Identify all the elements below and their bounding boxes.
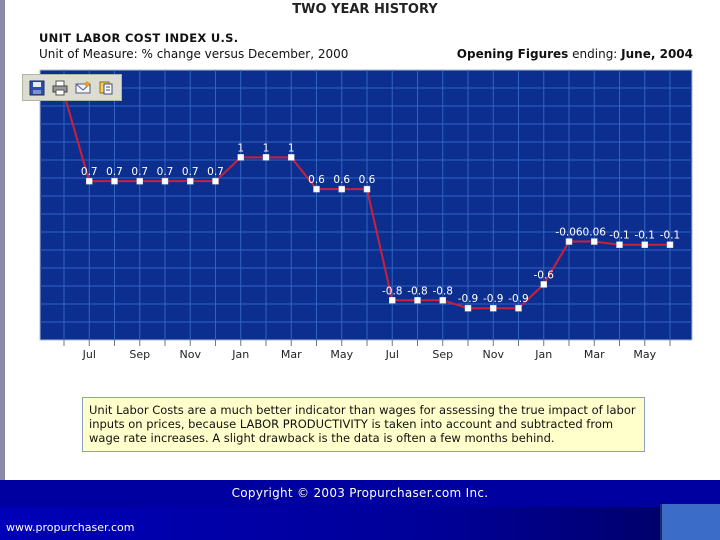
series-name: UNIT LABOR COST INDEX U.S. [39, 31, 239, 45]
opening-figures-date: June, 2004 [621, 47, 693, 61]
data-point [288, 154, 295, 161]
data-point [540, 281, 547, 288]
x-tick-label: Jan [231, 348, 249, 361]
plot-area [39, 69, 693, 341]
x-tick-label: Nov [180, 348, 202, 361]
data-label: -0.1 [660, 230, 681, 242]
chart-grid [40, 70, 692, 340]
x-tick-label: Sep [432, 348, 453, 361]
window-left-edge [0, 0, 5, 480]
data-point [313, 185, 320, 193]
x-tick-label: Mar [584, 348, 605, 361]
data-point [616, 241, 623, 248]
email-icon[interactable] [73, 78, 93, 98]
x-tick-label: Nov [483, 348, 505, 361]
opening-figures: Opening Figures ending: June, 2004 [440, 47, 693, 61]
data-label: 1 [288, 142, 295, 154]
save-icon[interactable] [27, 78, 47, 98]
x-tick-label: Sep [129, 348, 150, 361]
data-point [490, 304, 497, 312]
unit-of-measure: Unit of Measure: % change versus Decembe… [39, 47, 349, 61]
print-icon[interactable] [50, 78, 70, 98]
chart-series: 0.7 0.7 0.7 0.7 0.7 0.7 1 1 1 0.6 0.6 0.6 -0.8 -0.8 -0… [60, 90, 681, 312]
x-axis: Jul Sep Nov Jan Mar May Jul Sep Nov Jan Mar May [63, 340, 671, 361]
x-tick-label: May [633, 348, 656, 361]
data-label: 1 [263, 142, 270, 154]
data-label: -0.8 [382, 285, 403, 297]
data-point [111, 177, 118, 185]
data-label: 1 [237, 142, 244, 154]
data-point [187, 177, 194, 185]
data-label: -0.1 [609, 230, 630, 242]
data-label: 0.7 [131, 166, 148, 178]
data-label: 0.7 [157, 166, 174, 178]
data-point [161, 177, 169, 185]
corner-block [660, 504, 720, 540]
data-point [389, 297, 396, 304]
data-label: 0.7 [207, 166, 224, 178]
data-label: -0.8 [407, 285, 428, 297]
data-point [666, 241, 674, 248]
data-point [641, 241, 648, 248]
site-url-link[interactable]: www.propurchaser.com [6, 521, 135, 534]
data-point [212, 177, 219, 185]
data-point [565, 238, 573, 245]
data-label: 0.6 [333, 174, 350, 186]
data-point [591, 238, 598, 245]
x-tick-label: Jan [534, 348, 552, 361]
data-label: -0.9 [483, 293, 504, 305]
line-chart: Jul Sep Nov Jan Mar May Jul Sep Nov Jan Mar May 0.7… [39, 69, 693, 361]
data-label: -0.6 [534, 269, 555, 281]
data-point [338, 185, 345, 193]
data-point [237, 154, 244, 161]
data-point [136, 177, 143, 185]
footer-bottom-bar [0, 507, 720, 540]
opening-figures-label: Opening Figures [456, 47, 569, 61]
data-point [414, 297, 421, 304]
x-tick-label: May [330, 348, 353, 361]
data-label: -0.1 [635, 230, 656, 242]
x-tick-label: Jul [385, 348, 399, 361]
data-point [515, 304, 522, 312]
data-point [464, 304, 472, 312]
data-label: 0.7 [81, 166, 98, 178]
data-label: -0.8 [433, 285, 454, 297]
data-label: 0.7 [182, 166, 199, 178]
footer-bar [0, 480, 720, 507]
data-label: 0.06 [583, 227, 607, 239]
chart-toolbar [22, 74, 122, 101]
data-label: 0.6 [359, 174, 376, 186]
data-label: -0.9 [458, 293, 479, 305]
x-tick-label: Jul [82, 348, 96, 361]
data-label: 0.7 [106, 166, 123, 178]
data-label: 0.6 [308, 174, 325, 186]
data-point [363, 185, 371, 193]
data-label: -0.9 [508, 293, 529, 305]
data-point [86, 177, 93, 185]
data-point [439, 297, 446, 304]
opening-figures-mid: ending: [568, 47, 622, 61]
copy-icon[interactable] [96, 78, 116, 98]
data-point [262, 154, 270, 161]
note-box: Unit Labor Costs are a much better indic… [82, 397, 645, 452]
data-label: -0.06 [555, 227, 582, 239]
page-title: TWO YEAR HISTORY [292, 2, 438, 17]
copyright-text: Copyright © 2003 Propurchaser.com Inc. [231, 486, 489, 500]
x-tick-label: Mar [281, 348, 302, 361]
